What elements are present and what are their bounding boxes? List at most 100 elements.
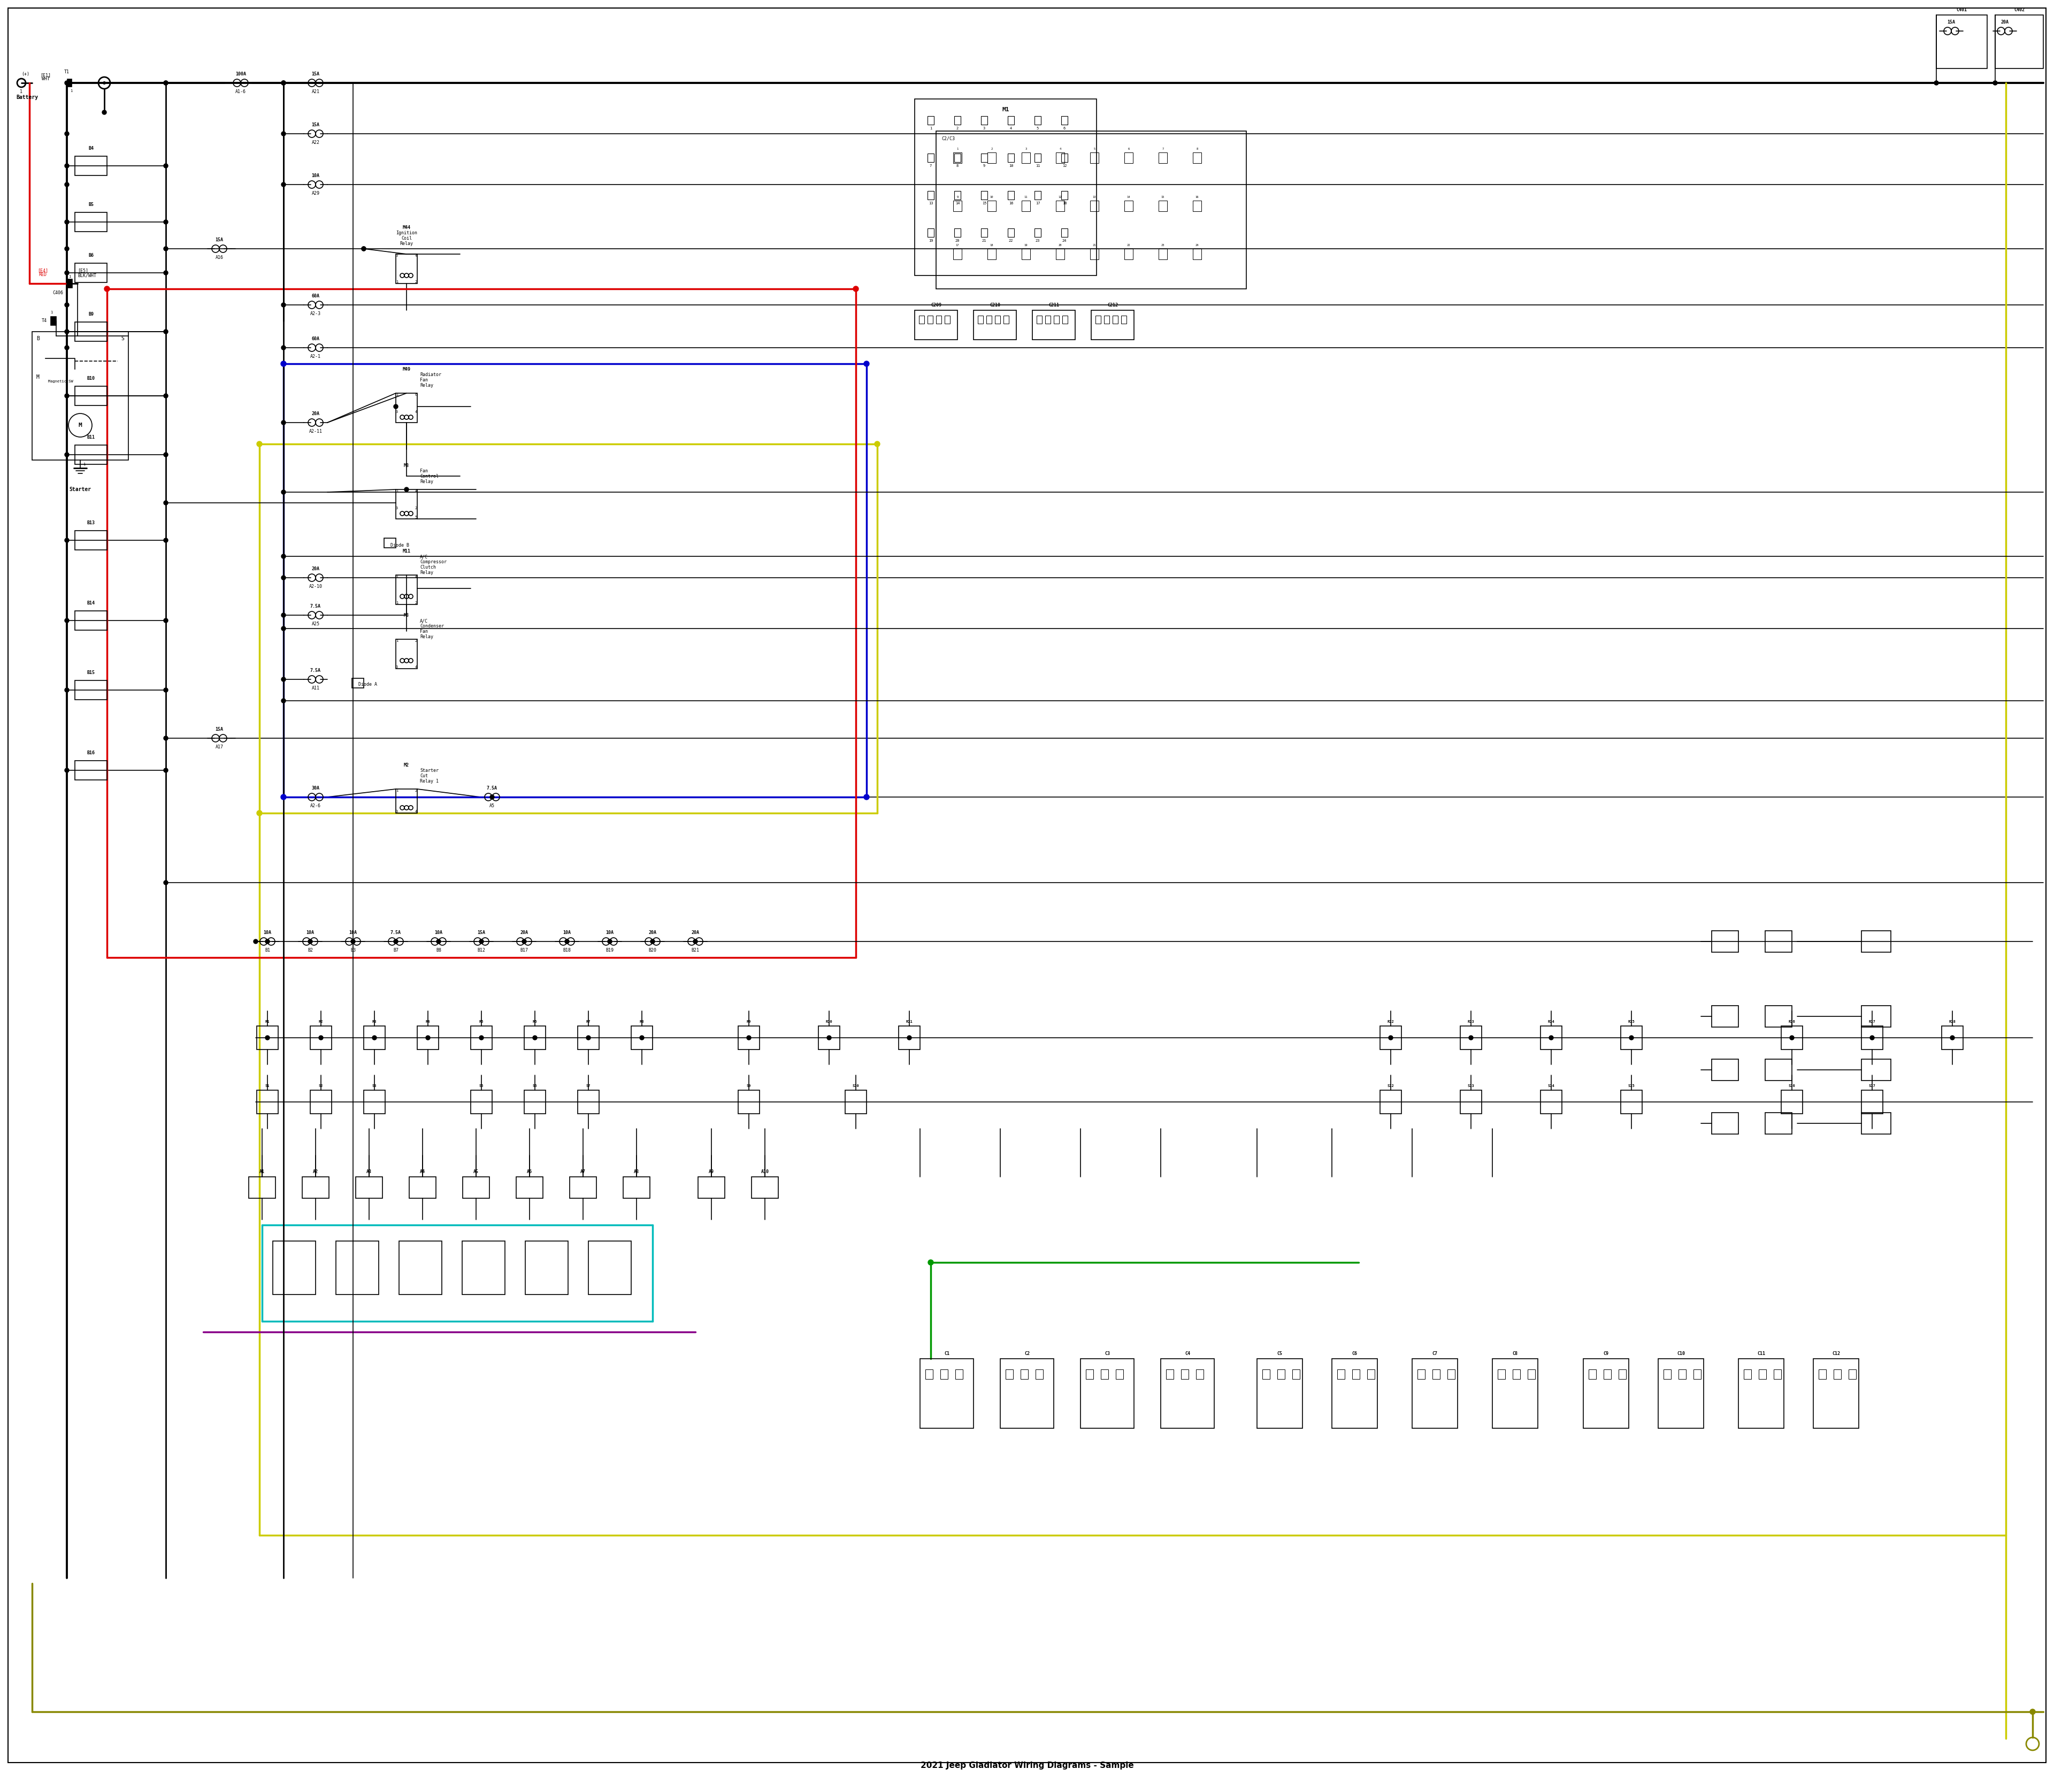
Circle shape xyxy=(164,500,168,505)
Text: 5: 5 xyxy=(1037,127,1039,131)
Text: 15A: 15A xyxy=(216,728,224,731)
Text: 7.5A: 7.5A xyxy=(487,787,497,790)
Text: C209: C209 xyxy=(930,303,941,308)
Text: 11: 11 xyxy=(1035,165,1039,167)
Bar xyxy=(33,332,127,461)
Bar xyxy=(1033,310,1074,340)
Bar xyxy=(1021,1369,1029,1380)
Bar xyxy=(988,249,996,260)
Bar xyxy=(1124,152,1134,163)
Circle shape xyxy=(66,453,70,457)
Text: WHT: WHT xyxy=(41,77,49,81)
Text: S3: S3 xyxy=(372,1084,376,1088)
Bar xyxy=(1775,1369,1781,1380)
Bar xyxy=(74,681,107,699)
Text: 4: 4 xyxy=(415,665,417,668)
Text: 4: 4 xyxy=(415,410,417,414)
Bar xyxy=(587,1242,631,1294)
Bar xyxy=(945,315,949,324)
Text: 60A: 60A xyxy=(312,337,320,340)
Circle shape xyxy=(164,81,168,84)
Text: Compressor: Compressor xyxy=(419,559,446,564)
Bar xyxy=(928,315,933,324)
Text: 8: 8 xyxy=(957,165,959,167)
Text: 10A: 10A xyxy=(563,930,571,935)
Bar xyxy=(1861,1005,1892,1027)
Text: B5: B5 xyxy=(88,202,94,208)
Bar xyxy=(1054,315,1060,324)
Text: Diode A: Diode A xyxy=(357,683,378,686)
Text: S6: S6 xyxy=(532,1084,538,1088)
Text: 9: 9 xyxy=(984,165,986,167)
Circle shape xyxy=(491,796,495,799)
Bar xyxy=(470,1090,493,1113)
Bar xyxy=(1664,1369,1672,1380)
Bar xyxy=(1692,1369,1701,1380)
Bar xyxy=(1861,1113,1892,1134)
Text: 1: 1 xyxy=(396,788,398,792)
Text: 3: 3 xyxy=(396,507,398,509)
Bar xyxy=(1619,1369,1627,1380)
Text: (+): (+) xyxy=(23,72,29,77)
Bar xyxy=(302,1177,329,1199)
Bar xyxy=(257,1027,277,1050)
Bar xyxy=(1711,1005,1738,1027)
Bar xyxy=(955,228,961,237)
Bar xyxy=(1124,201,1134,211)
Text: 2: 2 xyxy=(957,127,959,131)
Bar xyxy=(1062,315,1068,324)
Bar xyxy=(1009,154,1015,161)
Text: Coil: Coil xyxy=(401,237,413,240)
Circle shape xyxy=(875,441,879,446)
Text: S16: S16 xyxy=(1789,1084,1795,1088)
Bar xyxy=(364,1027,386,1050)
Text: A5: A5 xyxy=(489,803,495,808)
Bar xyxy=(1006,1369,1013,1380)
Bar xyxy=(1035,192,1041,199)
Bar xyxy=(1861,930,1892,952)
Bar xyxy=(1818,1369,1826,1380)
Bar xyxy=(953,201,961,211)
Text: B: B xyxy=(37,335,39,340)
Bar xyxy=(982,228,988,237)
Bar xyxy=(1062,154,1068,161)
Text: R9: R9 xyxy=(746,1020,752,1023)
Circle shape xyxy=(164,394,168,398)
Circle shape xyxy=(66,346,70,349)
Bar xyxy=(1000,1358,1054,1428)
Bar xyxy=(1091,249,1099,260)
Bar xyxy=(1744,1369,1752,1380)
Circle shape xyxy=(66,538,70,543)
Text: 2: 2 xyxy=(415,602,417,604)
Text: M: M xyxy=(78,423,82,428)
Text: Diode B: Diode B xyxy=(390,543,409,548)
Text: 14: 14 xyxy=(955,202,959,204)
Text: 3: 3 xyxy=(396,254,398,258)
Text: C8: C8 xyxy=(1512,1351,1518,1357)
Text: 3: 3 xyxy=(396,410,398,414)
Circle shape xyxy=(308,939,312,944)
Text: Relay: Relay xyxy=(419,383,433,387)
Text: C5: C5 xyxy=(1278,1351,1282,1357)
Text: A2-10: A2-10 xyxy=(308,584,322,590)
Circle shape xyxy=(281,627,286,631)
Bar xyxy=(1764,1005,1791,1027)
Text: A17: A17 xyxy=(216,745,224,749)
Text: B17: B17 xyxy=(520,948,528,953)
Text: B2: B2 xyxy=(308,948,312,953)
Text: Fan: Fan xyxy=(419,629,427,634)
Circle shape xyxy=(362,247,366,251)
Bar xyxy=(937,315,941,324)
Bar xyxy=(1460,1090,1481,1113)
Text: 2: 2 xyxy=(415,507,417,509)
Text: 10A: 10A xyxy=(606,930,614,935)
Bar xyxy=(74,530,107,550)
Circle shape xyxy=(281,575,286,581)
Bar xyxy=(1158,249,1167,260)
Circle shape xyxy=(748,1036,752,1039)
Text: R11: R11 xyxy=(906,1020,912,1023)
Text: 1: 1 xyxy=(396,602,398,604)
Text: 15: 15 xyxy=(982,202,986,204)
Text: A5: A5 xyxy=(472,1170,479,1174)
Text: S14: S14 xyxy=(1549,1084,1555,1088)
